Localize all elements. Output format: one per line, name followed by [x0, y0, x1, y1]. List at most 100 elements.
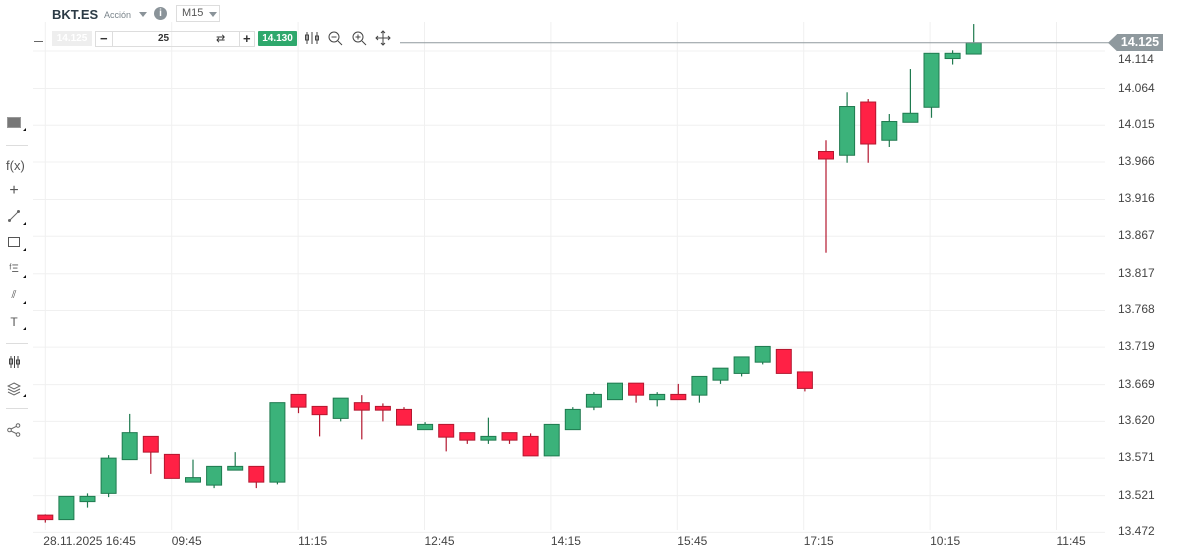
y-tick-label: 13.669: [1118, 376, 1155, 391]
move-icon[interactable]: [374, 30, 392, 49]
y-tick-label: 13.521: [1118, 487, 1155, 502]
divider: [239, 32, 240, 46]
candle-down: [311, 405, 328, 416]
quantity-input[interactable]: 25: [158, 33, 170, 44]
indicators-icon[interactable]: f(x): [6, 158, 25, 173]
y-tick-label: 13.966: [1118, 154, 1155, 168]
chart-type-icon[interactable]: [6, 117, 22, 132]
candle-up: [839, 106, 856, 156]
candle-down: [438, 423, 455, 438]
chevron-down-icon: [209, 12, 217, 17]
candle-down: [860, 101, 877, 145]
candle-up: [564, 408, 581, 431]
zoom-out-icon[interactable]: [326, 30, 344, 49]
crosshair-icon[interactable]: +: [9, 182, 19, 199]
candle-down: [142, 435, 159, 453]
pitchfork-icon[interactable]: ⫽: [11, 289, 17, 301]
candle-up: [227, 465, 244, 471]
candle-up: [754, 345, 771, 363]
text-icon[interactable]: T: [10, 315, 18, 329]
minimize-icon[interactable]: [34, 41, 43, 42]
fibonacci-icon[interactable]: ᶠΞ: [9, 263, 19, 275]
symbol-name[interactable]: BKT.ES: [52, 7, 99, 22]
candle-down: [670, 393, 687, 401]
candle-down: [248, 465, 265, 483]
candle-up: [332, 397, 349, 419]
symbol-dropdown-caret-icon[interactable]: [139, 12, 147, 17]
y-tick-label: 14.114: [1118, 51, 1154, 66]
rectangle-icon[interactable]: [6, 237, 22, 251]
candle-up: [881, 121, 898, 141]
current-price-tag-arrow: [1108, 34, 1117, 52]
x-tick-label: 11:45: [1056, 534, 1086, 548]
candle-down: [628, 382, 645, 396]
candle-style-icon[interactable]: [6, 355, 22, 372]
current-price-tag: 14.125: [1117, 34, 1163, 52]
y-tick-label: 13.867: [1118, 228, 1155, 243]
candle-down: [163, 453, 180, 479]
swap-icon[interactable]: ⇄: [216, 33, 226, 45]
y-tick-label: 13.916: [1118, 191, 1155, 206]
submenu-indicator-icon: [23, 301, 26, 304]
trendline-icon[interactable]: [6, 210, 22, 225]
buy-price-button[interactable]: 14.130: [258, 31, 297, 46]
candle-up: [712, 367, 729, 381]
candle-down: [796, 371, 813, 389]
candle-up: [480, 435, 497, 441]
x-tick-label: 12:45: [424, 534, 455, 548]
candle-up: [607, 382, 623, 401]
y-tick-label: 13.768: [1118, 302, 1155, 317]
timeframe-select[interactable]: M15: [176, 5, 220, 22]
candle-up: [79, 495, 96, 503]
x-tick-label: 17:15: [803, 534, 834, 548]
divider: [6, 408, 28, 409]
candle-up: [733, 356, 750, 374]
x-tick-label: 14:15: [550, 534, 581, 548]
candle-up: [417, 423, 434, 431]
candle-down: [290, 393, 307, 408]
candle-up: [691, 375, 708, 396]
layers-icon[interactable]: [6, 382, 22, 399]
candle-down: [522, 435, 539, 457]
candle-down: [353, 402, 370, 411]
candle-up: [902, 112, 919, 123]
y-tick-label: 14.064: [1118, 80, 1155, 95]
candle-down: [374, 405, 391, 411]
decrement-button[interactable]: −: [100, 31, 108, 46]
candle-up: [944, 52, 961, 60]
submenu-indicator-icon: [23, 222, 26, 225]
divider: [112, 32, 113, 46]
candle-down: [459, 432, 476, 441]
y-tick-label: 13.571: [1118, 450, 1155, 465]
quantity-stepper[interactable]: − 25 ⇄ +: [95, 31, 255, 47]
candle-up: [543, 423, 560, 457]
candle-down: [396, 408, 412, 426]
candlestick-icon[interactable]: [303, 30, 321, 49]
candle-up: [121, 432, 138, 461]
candle-up: [58, 495, 75, 521]
candle-up: [206, 465, 223, 486]
y-tick-label: 13.719: [1118, 339, 1155, 354]
submenu-indicator-icon: [23, 248, 26, 251]
submenu-indicator-icon: [23, 394, 26, 397]
zoom-in-icon[interactable]: [350, 30, 368, 49]
x-tick-label: 09:45: [171, 534, 202, 548]
candle-down: [775, 348, 792, 374]
timeframe-value: M15: [182, 7, 204, 19]
x-tick-label: 11:15: [298, 534, 328, 548]
divider: [6, 343, 28, 344]
candle-up: [185, 477, 201, 483]
x-tick-label: 15:45: [677, 534, 708, 548]
divider: [6, 145, 28, 146]
submenu-indicator-icon: [23, 327, 26, 330]
increment-button[interactable]: +: [243, 31, 251, 46]
instrument-type: Acción: [104, 10, 132, 20]
y-tick-label: 13.817: [1118, 265, 1155, 280]
y-tick-label: 13.472: [1118, 524, 1155, 539]
share-icon[interactable]: [6, 423, 22, 440]
submenu-indicator-icon: [23, 128, 26, 131]
sell-price-button[interactable]: 14.125: [52, 31, 92, 46]
info-icon[interactable]: i: [154, 7, 167, 20]
candle-up: [269, 402, 286, 483]
